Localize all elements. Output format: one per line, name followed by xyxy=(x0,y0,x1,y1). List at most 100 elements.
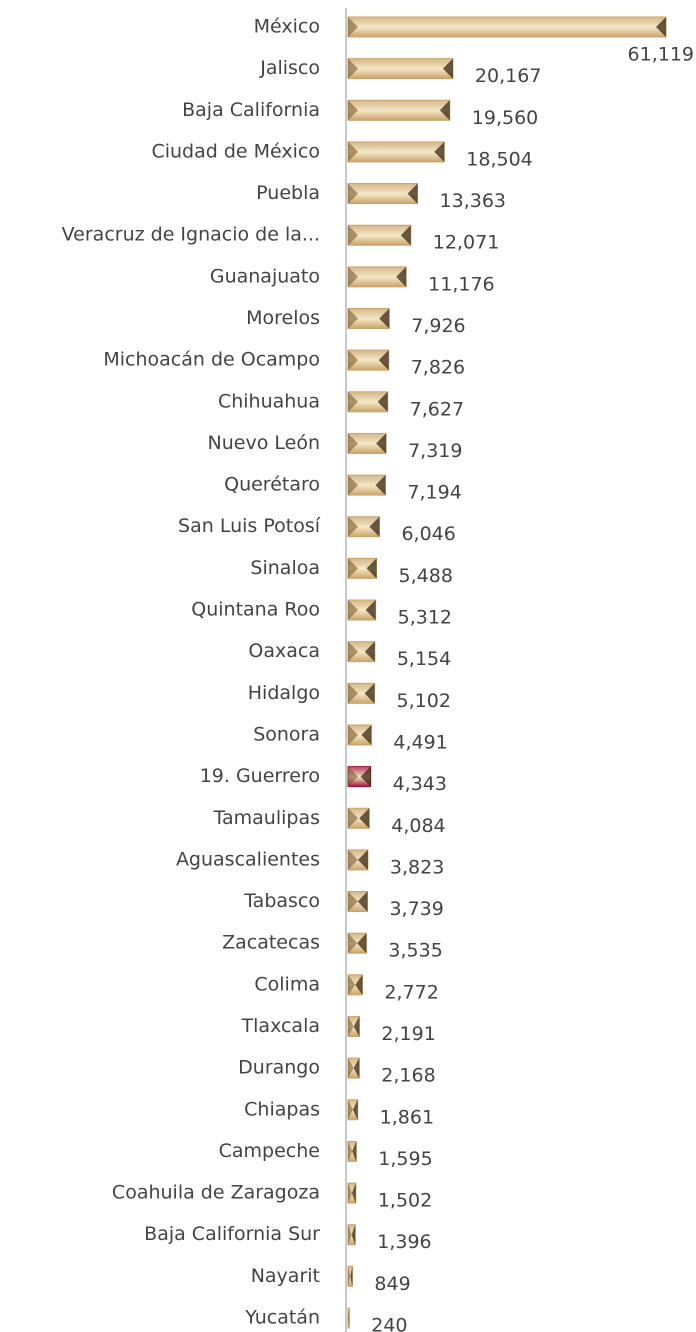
category-label: Puebla xyxy=(256,182,320,204)
bar-bevel xyxy=(357,933,367,954)
value-label: 1,502 xyxy=(378,1190,432,1212)
bar-bevel xyxy=(348,350,358,371)
value-label: 6,046 xyxy=(401,523,455,545)
value-label: 61,119 xyxy=(628,44,694,66)
bar-bevel xyxy=(348,974,356,995)
category-label: Tlaxcala xyxy=(241,1015,320,1037)
bar-bevel xyxy=(378,350,389,371)
category-label: Chihuahua xyxy=(218,390,320,412)
bar-bevel xyxy=(359,808,370,829)
category-label: Guanajuato xyxy=(210,265,320,287)
bar-bevel xyxy=(353,1058,360,1079)
bar-bevel xyxy=(348,1058,354,1079)
value-label: 12,071 xyxy=(433,232,499,254)
bar xyxy=(347,99,451,121)
category-label: Yucatán xyxy=(244,1307,320,1329)
bar-bevel xyxy=(348,100,358,121)
category-label: 19. Guerrero xyxy=(200,765,320,787)
value-label: 7,319 xyxy=(408,440,462,462)
bar-bevel xyxy=(369,516,380,537)
bar-bevel xyxy=(379,308,390,329)
bar-bevel xyxy=(348,808,358,829)
bar-bevel xyxy=(348,1266,351,1287)
bar-bevel xyxy=(348,1308,349,1328)
category-label: Quintana Roo xyxy=(191,599,320,621)
bar-bevel xyxy=(439,100,450,121)
value-label: 11,176 xyxy=(428,273,494,295)
bar-bevel xyxy=(348,183,358,204)
value-label: 3,823 xyxy=(390,856,444,878)
bar-bevel xyxy=(348,1141,353,1162)
bar-bevel xyxy=(348,849,358,870)
bar-bevel xyxy=(434,141,445,162)
value-label: 5,102 xyxy=(397,690,451,712)
bar-bevel xyxy=(348,1224,352,1245)
category-label: Oaxaca xyxy=(248,640,320,662)
value-label: 849 xyxy=(374,1273,410,1295)
bar-bevel xyxy=(352,1141,357,1162)
value-label: 5,312 xyxy=(398,607,452,629)
category-label: Tamaulipas xyxy=(213,807,320,829)
bar-bevel xyxy=(348,1016,354,1037)
bar-bevel xyxy=(357,849,368,870)
bar-bevel xyxy=(366,558,377,579)
category-label: Querétaro xyxy=(224,474,320,496)
category-label: Durango xyxy=(238,1057,320,1079)
bar-bevel xyxy=(442,58,453,79)
bar-bevel xyxy=(348,724,358,745)
category-label: Sinaloa xyxy=(250,557,320,579)
bar-bevel xyxy=(376,433,387,454)
value-label: 4,084 xyxy=(391,815,445,837)
bar-bevel xyxy=(400,225,411,246)
category-label: México xyxy=(254,16,320,38)
category-label: Tabasco xyxy=(243,890,320,912)
value-label: 5,154 xyxy=(397,648,451,670)
bar-bevel xyxy=(348,600,358,621)
value-label: 7,826 xyxy=(411,357,465,379)
bar-bevel xyxy=(348,1099,353,1120)
bar-bevel xyxy=(348,141,358,162)
bar-bevel xyxy=(348,433,358,454)
category-label: Colima xyxy=(254,973,320,995)
category-label: Jalisco xyxy=(259,57,320,79)
value-label: 2,772 xyxy=(384,981,438,1003)
category-label: Baja California xyxy=(182,99,320,121)
value-label: 7,194 xyxy=(407,482,461,504)
bar-bevel xyxy=(348,391,358,412)
bar-bevel xyxy=(357,891,368,912)
bar-bevel xyxy=(360,766,371,787)
bar-bevel xyxy=(348,558,358,579)
bar-bevel xyxy=(365,600,376,621)
value-label: 13,363 xyxy=(440,190,506,212)
value-label: 1,861 xyxy=(380,1106,434,1128)
bar-bevel xyxy=(364,683,375,704)
value-label: 7,926 xyxy=(411,315,465,337)
category-label: Hidalgo xyxy=(248,682,320,704)
bar-bevel xyxy=(348,891,358,912)
bar-bevel xyxy=(348,1183,352,1204)
bar-bevel xyxy=(656,17,666,37)
bar-bevel xyxy=(348,266,358,287)
bar-bevel xyxy=(353,1016,360,1037)
value-label: 240 xyxy=(371,1315,407,1332)
bar xyxy=(347,183,419,205)
bar-bevel xyxy=(396,266,407,287)
value-label: 5,488 xyxy=(399,565,453,587)
value-label: 18,504 xyxy=(466,148,532,170)
bar-bevel xyxy=(348,17,358,37)
bar-bevel xyxy=(348,225,358,246)
bar xyxy=(347,141,445,163)
category-label: Coahuila de Zaragoza xyxy=(112,1182,320,1204)
bar-bevel xyxy=(375,475,386,496)
bar-bevel xyxy=(352,1099,358,1120)
category-label: Michoacán de Ocampo xyxy=(103,349,320,371)
value-label: 2,191 xyxy=(381,1023,435,1045)
bar-bevel xyxy=(355,974,363,995)
category-label: Aguascalientes xyxy=(176,848,320,870)
bar-bevel xyxy=(348,1308,350,1328)
value-label: 1,396 xyxy=(377,1231,431,1253)
value-label: 4,491 xyxy=(393,731,447,753)
bar-bevel xyxy=(350,1266,353,1287)
category-label: Sonora xyxy=(253,723,320,745)
